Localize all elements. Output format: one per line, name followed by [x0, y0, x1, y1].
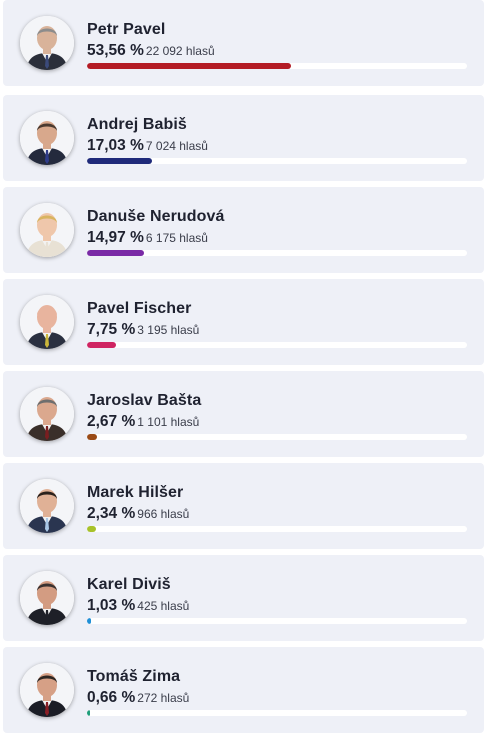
vote-share-bar [87, 63, 467, 69]
candidate-card-andrej-babis[interactable]: Andrej Babiš 17,03 % 7 024 hlasů [3, 95, 484, 181]
candidate-photo [20, 203, 74, 257]
candidate-result: 7,75 % 3 195 hlasů [87, 321, 199, 339]
candidate-photo [20, 479, 74, 533]
vote-share-fill [87, 63, 291, 69]
vote-percentage: 7,75 % [87, 321, 136, 338]
vote-percentage: 14,97 % [87, 229, 144, 246]
candidate-name: Jaroslav Bašta [87, 392, 202, 409]
vote-count: 425 hlasů [137, 599, 190, 613]
candidate-name: Petr Pavel [87, 21, 166, 38]
candidate-card-jaroslav-basta[interactable]: Jaroslav Bašta 2,67 % 1 101 hlasů [3, 371, 484, 457]
vote-share-fill [87, 250, 144, 256]
candidate-result: 17,03 % 7 024 hlasů [87, 137, 208, 155]
vote-share-fill [87, 342, 116, 348]
candidate-result: 0,66 % 272 hlasů [87, 689, 189, 707]
vote-count: 7 024 hlasů [145, 139, 208, 153]
vote-share-bar [87, 710, 467, 716]
vote-count: 6 175 hlasů [145, 231, 208, 245]
candidate-result: 53,56 % 22 092 hlasů [87, 42, 215, 60]
vote-share-fill [87, 710, 90, 716]
vote-count: 1 101 hlasů [137, 415, 200, 429]
candidate-name: Pavel Fischer [87, 300, 192, 317]
vote-share-bar [87, 250, 467, 256]
candidate-photo [20, 571, 74, 625]
vote-share-bar [87, 526, 467, 532]
vote-percentage: 53,56 % [87, 42, 144, 59]
vote-percentage: 17,03 % [87, 137, 144, 154]
candidate-card-marek-hilser[interactable]: Marek Hilšer 2,34 % 966 hlasů [3, 463, 484, 549]
vote-count: 272 hlasů [137, 691, 190, 705]
vote-share-bar [87, 434, 467, 440]
vote-percentage: 2,34 % [87, 505, 136, 522]
candidate-photo [20, 16, 74, 70]
candidate-result: 2,67 % 1 101 hlasů [87, 413, 199, 431]
vote-count: 22 092 hlasů [145, 44, 215, 58]
vote-share-bar [87, 618, 467, 624]
vote-share-fill [87, 434, 97, 440]
candidate-photo [20, 387, 74, 441]
candidate-card-petr-pavel[interactable]: Petr Pavel 53,56 % 22 092 hlasů [3, 0, 484, 86]
candidate-name: Danuše Nerudová [87, 208, 225, 225]
candidate-name: Marek Hilšer [87, 484, 184, 501]
candidate-name: Karel Diviš [87, 576, 171, 593]
candidate-card-danuse-nerudova[interactable]: Danuše Nerudová 14,97 % 6 175 hlasů [3, 187, 484, 273]
vote-share-fill [87, 158, 152, 164]
candidate-photo [20, 111, 74, 165]
candidate-result: 14,97 % 6 175 hlasů [87, 229, 208, 247]
candidate-name: Andrej Babiš [87, 116, 187, 133]
candidate-card-pavel-fischer[interactable]: Pavel Fischer 7,75 % 3 195 hlasů [3, 279, 484, 365]
candidate-result: 2,34 % 966 hlasů [87, 505, 189, 523]
candidate-result: 1,03 % 425 hlasů [87, 597, 189, 615]
vote-count: 966 hlasů [137, 507, 190, 521]
vote-share-fill [87, 526, 96, 532]
candidate-photo [20, 295, 74, 349]
vote-percentage: 2,67 % [87, 413, 136, 430]
vote-share-bar [87, 158, 467, 164]
vote-share-bar [87, 342, 467, 348]
vote-share-fill [87, 618, 91, 624]
vote-percentage: 0,66 % [87, 689, 136, 706]
candidate-photo [20, 663, 74, 717]
candidate-card-tomas-zima[interactable]: Tomáš Zima 0,66 % 272 hlasů [3, 647, 484, 733]
vote-count: 3 195 hlasů [137, 323, 200, 337]
candidate-card-karel-divis[interactable]: Karel Diviš 1,03 % 425 hlasů [3, 555, 484, 641]
vote-percentage: 1,03 % [87, 597, 136, 614]
candidate-name: Tomáš Zima [87, 668, 181, 685]
